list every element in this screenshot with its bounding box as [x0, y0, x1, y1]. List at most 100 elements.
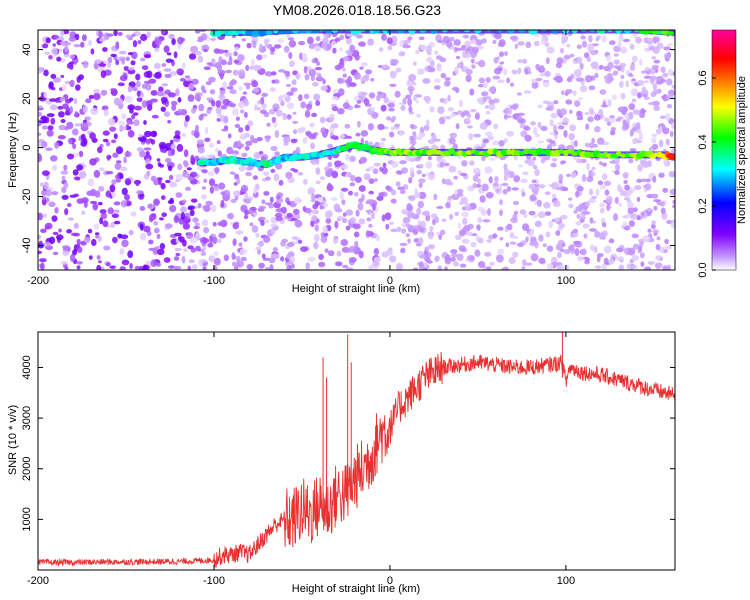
spectrogram-cell — [548, 132, 557, 136]
spectrogram-cell — [119, 75, 128, 82]
spectrogram-cell — [417, 200, 425, 209]
spectrogram-cell — [523, 90, 532, 94]
spectrogram-cell — [272, 103, 280, 111]
spectrogram-cell — [520, 188, 525, 193]
spectrogram-cell — [358, 250, 364, 259]
spectrogram-cell — [184, 75, 191, 79]
spectrogram-cell — [207, 242, 214, 248]
spectrogram-cell — [389, 83, 397, 87]
spectrogram-cell — [61, 194, 69, 200]
spectrogram-cell — [524, 262, 533, 266]
spectrogram-cell — [619, 62, 626, 68]
spectrogram-cell — [396, 263, 403, 270]
spectrogram-cell — [260, 96, 265, 105]
spectrogram-cell — [50, 73, 57, 79]
spectrogram-cell — [563, 187, 569, 192]
spectrogram-cell — [643, 266, 652, 270]
spectrogram-cell — [140, 233, 147, 241]
spectrogram-cell — [286, 201, 291, 206]
spectrogram-cell — [197, 203, 202, 209]
spectrogram-cell — [141, 83, 148, 89]
spectrogram-cell — [668, 171, 675, 178]
spectrogram-cell — [560, 160, 567, 164]
spectrogram-cell — [365, 230, 371, 238]
spectrogram-cell — [38, 120, 47, 124]
spectrogram-cell — [127, 67, 135, 71]
spectrogram-cell — [584, 111, 589, 116]
spectrogram-cell — [569, 124, 577, 132]
x-tick-label: -100 — [203, 275, 225, 287]
spectrogram-cell — [574, 69, 582, 77]
x-tick-label: -200 — [27, 275, 49, 287]
spectrogram-cell — [212, 236, 218, 245]
spectrogram-cell — [334, 220, 339, 229]
spectrogram-cell — [443, 80, 451, 87]
spectrogram-cell — [641, 70, 646, 74]
spectrogram-cell — [473, 133, 481, 138]
spectrogram-cell — [105, 141, 111, 147]
spectrogram-cell — [53, 77, 61, 83]
spectrogram-cell — [123, 156, 127, 164]
spectrogram-cell — [283, 45, 290, 53]
spectrogram-cell — [48, 55, 53, 60]
spectrogram-cell — [614, 170, 620, 176]
spectrogram-cell — [368, 190, 375, 195]
spectrogram-cell — [189, 237, 198, 244]
spectrogram-cell — [186, 232, 194, 239]
spectrogram-cell — [477, 261, 486, 268]
spectrogram-cell — [347, 75, 352, 84]
spectrogram-cell — [70, 254, 75, 262]
spectrogram-cell — [61, 175, 66, 181]
spectrogram-cell — [197, 146, 205, 154]
spectrogram-cell — [173, 215, 179, 224]
spectrogram-cell — [234, 173, 240, 179]
spectrogram-cell — [175, 192, 183, 198]
spectrogram-cell — [354, 240, 359, 249]
spectrogram-cell — [61, 245, 70, 249]
spectrogram-cell — [48, 81, 54, 89]
spectrogram-cell — [515, 115, 523, 121]
y-tick-label: 20 — [21, 92, 33, 104]
spectrogram-cell — [640, 211, 645, 217]
spectrogram-cell — [583, 205, 587, 210]
spectrogram-cell — [255, 64, 262, 71]
spectrogram-cell — [509, 35, 518, 41]
spectrogram-cell — [495, 188, 501, 193]
spectrogram-cell — [571, 231, 579, 238]
spectrogram-cell — [229, 89, 237, 95]
spectrogram-cell — [402, 43, 409, 48]
spectrogram-cell — [651, 137, 657, 144]
spectrogram-cell — [469, 88, 475, 96]
spectrogram-cell — [613, 59, 620, 65]
spectrogram-cell — [292, 87, 298, 92]
spectrogram-cell — [599, 89, 607, 95]
spectrogram-cell — [642, 235, 651, 243]
spectrogram-cell — [568, 197, 573, 201]
spectrogram-cell — [482, 219, 491, 223]
spectrogram-cell — [433, 193, 438, 201]
spectrogram-cell — [537, 184, 546, 189]
spectrogram-cell — [606, 55, 611, 62]
spectrogram-cell — [41, 196, 47, 200]
spectrogram-cell — [460, 172, 467, 177]
spectrogram-cell — [342, 56, 350, 62]
x-tick-label: 100 — [557, 275, 575, 287]
spectrogram-cell — [414, 188, 418, 195]
spectrogram-cell — [490, 157, 495, 161]
spectrogram-cell — [418, 237, 424, 245]
spectrogram-cell — [375, 235, 380, 242]
spectrogram-cell — [69, 61, 74, 65]
spectrogram-cell — [232, 238, 237, 246]
spectrogram-cell — [215, 107, 222, 115]
ridge-point — [497, 30, 503, 33]
spectrogram-cell — [328, 250, 335, 257]
spectrogram-cell — [190, 154, 195, 163]
spectrogram-cell — [489, 261, 495, 266]
spectrogram-cell — [323, 233, 328, 236]
spectrogram-cell — [666, 264, 671, 270]
spectrogram-cell — [175, 252, 181, 257]
spectrogram-cell — [610, 130, 616, 136]
spectrogram-cell — [427, 66, 436, 73]
spectrogram-cell — [289, 256, 296, 263]
spectrogram-cell — [492, 39, 497, 45]
